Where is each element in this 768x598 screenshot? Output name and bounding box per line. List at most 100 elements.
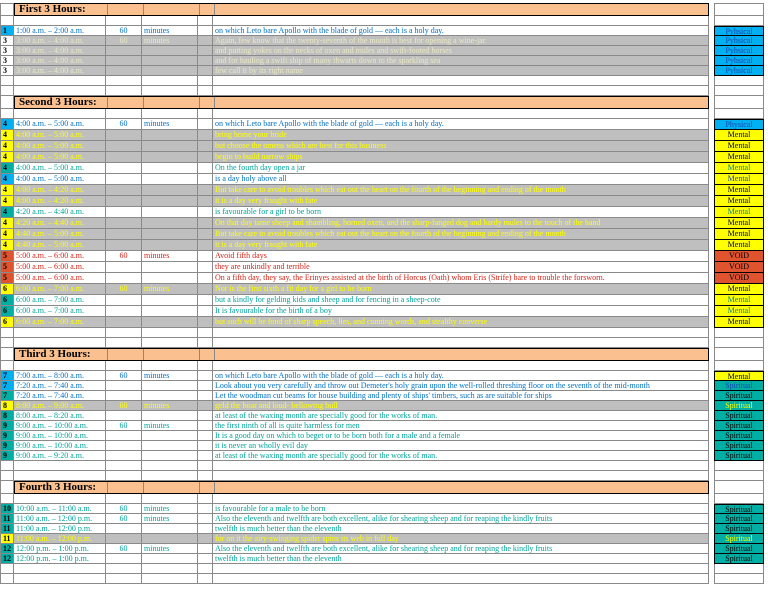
time-range-cell[interactable]: 7:20 a.m. – 7:40 a.m. (14, 381, 106, 391)
time-range-cell[interactable]: 9:00 a.m. – 10:00 a.m. (14, 431, 106, 441)
corner-cell[interactable] (0, 481, 14, 494)
description-cell[interactable]: on which Leto bare Apollo with the blade… (213, 119, 709, 130)
time-range-cell[interactable]: 4:40 a.m. – 5:00 a.m. (14, 229, 106, 240)
duration-unit-cell[interactable]: minutes (142, 119, 198, 130)
category-label[interactable]: Mental (714, 163, 764, 174)
hour-number-cell[interactable]: 6 (0, 306, 14, 317)
empty-label-cell[interactable] (714, 461, 764, 471)
duration-value-cell[interactable] (106, 431, 142, 441)
empty-cell[interactable] (14, 86, 106, 96)
duration-unit-cell[interactable] (142, 306, 198, 317)
hour-number-cell[interactable]: 3 (0, 36, 14, 46)
empty-label-cell[interactable] (714, 109, 764, 119)
empty-cell[interactable] (106, 574, 142, 584)
duration-unit-cell[interactable] (142, 273, 198, 284)
category-label[interactable]: Mental (714, 207, 764, 218)
empty-cell[interactable] (14, 361, 106, 371)
empty-label-cell[interactable] (714, 348, 764, 361)
category-label[interactable]: Mental (714, 174, 764, 185)
time-range-cell[interactable]: 3:00 a.m. – 4:00 a.m. (14, 36, 106, 46)
description-cell[interactable]: it is never an wholly evil day (213, 441, 709, 451)
empty-cell[interactable] (0, 574, 14, 584)
time-range-cell[interactable]: 6:00 a.m. – 7:00 a.m. (14, 317, 106, 328)
duration-value-cell[interactable] (106, 411, 142, 421)
category-label[interactable]: Spiritual (714, 524, 764, 534)
duration-value-cell[interactable] (106, 240, 142, 251)
duration-value-cell[interactable] (106, 391, 142, 401)
hour-number-cell[interactable]: 9 (0, 421, 14, 431)
empty-label-cell[interactable] (714, 76, 764, 86)
empty-label-cell[interactable] (714, 481, 764, 494)
hour-number-cell[interactable]: 10 (0, 504, 14, 514)
empty-cell[interactable] (106, 461, 142, 471)
time-range-cell[interactable]: 4:00 a.m. – 5:00 a.m. (14, 174, 106, 185)
hour-number-cell[interactable]: 12 (0, 554, 14, 564)
duration-value-cell[interactable] (106, 141, 142, 152)
empty-cell[interactable] (198, 361, 213, 371)
empty-cell[interactable] (14, 109, 106, 119)
empty-cell[interactable] (142, 361, 198, 371)
duration-value-cell[interactable]: 60 (106, 284, 142, 295)
empty-cell[interactable] (213, 109, 709, 119)
description-cell[interactable]: Also the eleventh and twelfth are both e… (213, 514, 709, 524)
empty-label-cell[interactable] (714, 86, 764, 96)
hour-number-cell[interactable]: 3 (0, 56, 14, 66)
time-range-cell[interactable]: 3:00 a.m. – 4:00 a.m. (14, 66, 106, 76)
description-cell[interactable]: On the fourth day open a jar (213, 163, 709, 174)
duration-unit-cell[interactable]: minutes (142, 504, 198, 514)
duration-unit-cell[interactable] (142, 152, 198, 163)
time-range-cell[interactable]: 3:00 a.m. – 4:00 a.m. (14, 46, 106, 56)
time-range-cell[interactable]: 7:00 a.m. – 8:00 a.m. (14, 371, 106, 381)
hour-number-cell[interactable]: 4 (0, 141, 14, 152)
category-label[interactable]: Spiritual (714, 421, 764, 431)
description-cell[interactable]: is favourable for a girl to be born (213, 207, 709, 218)
duration-value-cell[interactable]: 60 (106, 119, 142, 130)
description-cell[interactable]: Again, few know that the twenty-seventh … (213, 36, 709, 46)
hour-number-cell[interactable]: 6 (0, 284, 14, 295)
description-cell[interactable]: On that day tame sheep and shambling, ho… (213, 218, 709, 229)
duration-unit-cell[interactable] (142, 431, 198, 441)
empty-cell[interactable] (142, 328, 198, 338)
empty-label-cell[interactable] (714, 338, 764, 348)
duration-unit-cell[interactable]: minutes (142, 514, 198, 524)
empty-cell[interactable] (213, 338, 709, 348)
empty-cell[interactable] (142, 461, 198, 471)
time-range-cell[interactable]: 12:00 p.m. – 1:00 p.m. (14, 554, 106, 564)
time-range-cell[interactable]: 1:00 a.m. – 2:00 a.m. (14, 26, 106, 36)
time-range-cell[interactable]: 4:00 a.m. – 5:00 a.m. (14, 130, 106, 141)
time-range-cell[interactable]: 4:20 a.m. – 4:40 a.m. (14, 218, 106, 229)
category-label[interactable]: Pyhsical (714, 36, 764, 46)
description-cell[interactable]: for on it the airy-swinging spider spins… (213, 534, 709, 544)
time-range-cell[interactable]: 8:00 a.m. – 8:20 a.m. (14, 411, 106, 421)
empty-cell[interactable] (0, 86, 14, 96)
duration-value-cell[interactable] (106, 163, 142, 174)
hour-number-cell[interactable]: 11 (0, 534, 14, 544)
empty-label-cell[interactable] (714, 471, 764, 481)
description-cell[interactable]: But take care to avoid troubles which ea… (213, 185, 709, 196)
duration-unit-cell[interactable]: minutes (142, 36, 198, 46)
time-range-cell[interactable]: 3:00 a.m. – 4:00 a.m. (14, 56, 106, 66)
category-label[interactable]: Spiritual (714, 391, 764, 401)
empty-label-cell[interactable] (714, 361, 764, 371)
category-label[interactable]: Pyhsical (714, 46, 764, 56)
description-cell[interactable]: begin to build narrow ships (213, 152, 709, 163)
category-label[interactable]: Mental (714, 141, 764, 152)
category-label[interactable]: Spiritual (714, 514, 764, 524)
empty-label-cell[interactable] (714, 328, 764, 338)
duration-unit-cell[interactable]: minutes (142, 26, 198, 36)
duration-unit-cell[interactable] (142, 185, 198, 196)
time-range-cell[interactable]: 9:00 a.m. – 10:00 a.m. (14, 421, 106, 431)
description-cell[interactable]: Also the eleventh and twelfth are both e… (213, 544, 709, 554)
hour-number-cell[interactable]: 7 (0, 391, 14, 401)
empty-cell[interactable] (106, 86, 142, 96)
description-cell[interactable]: is favourable for a male to be born (213, 504, 709, 514)
duration-unit-cell[interactable] (142, 295, 198, 306)
duration-value-cell[interactable] (106, 295, 142, 306)
empty-cell[interactable] (198, 461, 213, 471)
time-range-cell[interactable]: 4:00 a.m. – 5:00 a.m. (14, 163, 106, 174)
duration-value-cell[interactable] (106, 196, 142, 207)
duration-unit-cell[interactable] (142, 554, 198, 564)
hour-number-cell[interactable]: 6 (0, 317, 14, 328)
description-cell[interactable]: but choose the omens which are best for … (213, 141, 709, 152)
category-label[interactable]: Pyhsical (714, 56, 764, 66)
